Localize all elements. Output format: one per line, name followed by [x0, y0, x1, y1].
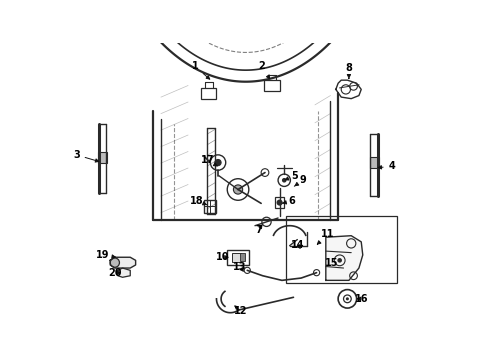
Text: 6: 6 — [283, 196, 295, 206]
Bar — [227, 249, 249, 265]
Text: 4: 4 — [378, 161, 395, 171]
Bar — [286, 216, 397, 283]
Text: 2: 2 — [258, 61, 270, 78]
Circle shape — [215, 159, 221, 166]
Circle shape — [233, 185, 243, 194]
Text: 17: 17 — [200, 155, 217, 166]
Text: 5: 5 — [285, 171, 298, 181]
Circle shape — [282, 178, 287, 183]
Bar — [369, 157, 379, 168]
Text: 20: 20 — [108, 268, 122, 278]
Text: 19: 19 — [96, 250, 115, 260]
Polygon shape — [118, 268, 130, 277]
Text: 9: 9 — [294, 175, 306, 186]
Bar — [240, 253, 245, 261]
Text: 11: 11 — [318, 229, 335, 244]
Text: 10: 10 — [216, 252, 229, 262]
Bar — [275, 197, 284, 208]
Text: 3: 3 — [73, 150, 99, 162]
Text: 1: 1 — [192, 61, 210, 79]
Text: 13: 13 — [233, 261, 246, 271]
Bar — [201, 88, 217, 99]
Bar — [264, 80, 280, 91]
Text: 15: 15 — [325, 258, 339, 267]
Circle shape — [346, 297, 349, 300]
Text: 7: 7 — [255, 225, 262, 235]
Circle shape — [110, 258, 120, 267]
Circle shape — [276, 199, 283, 206]
Bar — [98, 152, 107, 163]
Text: 16: 16 — [354, 294, 368, 304]
Bar — [204, 200, 217, 213]
Text: 12: 12 — [234, 306, 248, 316]
Text: 18: 18 — [191, 196, 207, 206]
Text: 8: 8 — [345, 63, 352, 78]
Bar — [232, 253, 241, 262]
Circle shape — [337, 258, 342, 263]
Text: 14: 14 — [291, 240, 304, 250]
Polygon shape — [326, 236, 363, 280]
Polygon shape — [110, 257, 136, 268]
